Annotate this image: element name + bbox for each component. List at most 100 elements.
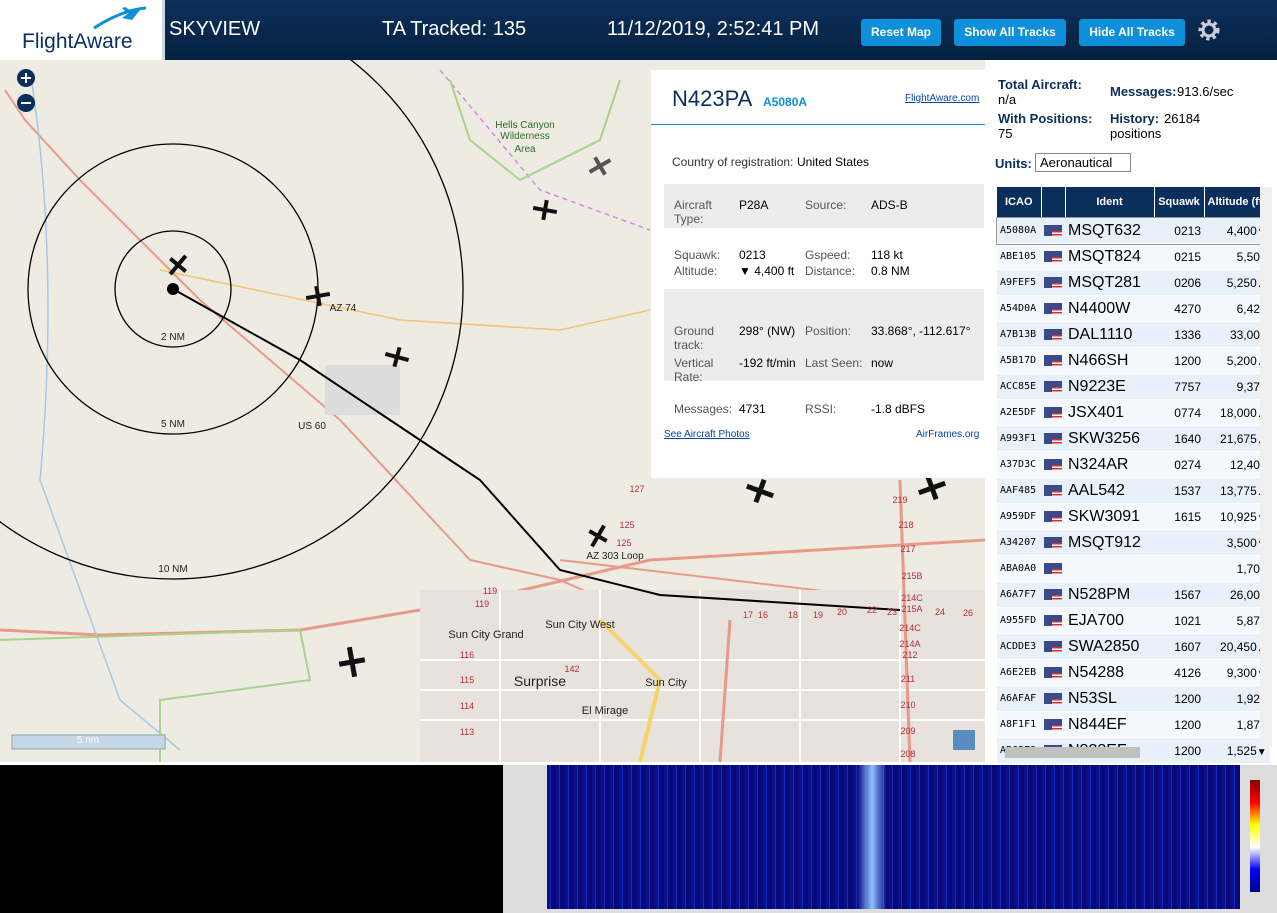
- map-label: 218: [898, 520, 913, 530]
- map-label: 119: [475, 599, 489, 609]
- reset-map-button[interactable]: Reset Map: [861, 19, 941, 46]
- spectrum-panel: [0, 765, 1277, 913]
- flag-cell: [1041, 373, 1065, 400]
- stat-label: With Positions:: [998, 111, 1093, 126]
- country-label: Country of registration:: [672, 155, 794, 169]
- map-label: 113: [460, 727, 474, 737]
- show-tracks-button[interactable]: Show All Tracks: [954, 19, 1066, 46]
- zoom-controls[interactable]: [17, 69, 35, 112]
- aircraft-row[interactable]: ACC85E N9223E 7757 9,375: [997, 373, 1270, 400]
- h-scrollbar[interactable]: [1005, 747, 1140, 758]
- altitude: 1,525: [1226, 743, 1257, 758]
- squawk-cell: 4126: [1154, 659, 1204, 686]
- hide-tracks-button[interactable]: Hide All Tracks: [1079, 19, 1185, 46]
- ident-cell: MSQT824: [1065, 243, 1154, 270]
- waterfall-left: [0, 765, 503, 913]
- aircraft-row[interactable]: A8F1F1 N844EF 1200 1,875: [997, 711, 1270, 738]
- map-label: 127: [629, 484, 644, 494]
- field-value: P28A: [739, 198, 769, 212]
- map-label: El Mirage: [582, 705, 628, 717]
- stat-label: Messages:: [1110, 84, 1177, 99]
- airframes-link[interactable]: AirFrames.org: [916, 429, 980, 440]
- column-header[interactable]: Altitude (ft): [1204, 187, 1271, 218]
- popup-link[interactable]: FlightAware.com: [905, 93, 980, 104]
- column-header[interactable]: ICAO: [997, 187, 1042, 218]
- aircraft-popup: N423PA A5080A FlightAware.com Country of…: [651, 70, 985, 478]
- aircraft-table: ICAO Ident Squawk Altitude (ft) A5080A MSQT6…: [996, 187, 1271, 764]
- field-value: 33.868°, -112.617°: [871, 324, 971, 338]
- ident-cell: EJA700: [1065, 607, 1154, 634]
- color-scale: [1250, 780, 1260, 892]
- icao-cell: ABA0A0: [997, 555, 1041, 582]
- flag-cell: [1041, 633, 1065, 660]
- scrollbar[interactable]: [1260, 187, 1272, 747]
- logo[interactable]: FlightAware: [0, 0, 165, 60]
- map-label: 208: [900, 749, 915, 759]
- map-label: 215B: [901, 571, 922, 581]
- info-button[interactable]: [953, 730, 975, 750]
- flag-cell: [1041, 529, 1065, 556]
- aircraft-row[interactable]: A955FD EJA700 1021 5,875: [997, 607, 1270, 634]
- aircraft-row[interactable]: A6AFAF N53SL 1200 1,925: [997, 685, 1270, 712]
- aircraft-row[interactable]: ABE105 MSQT824 0215 5,500: [997, 243, 1270, 270]
- scale-bar: [11, 734, 166, 750]
- map-label: 211: [901, 674, 915, 684]
- settings-icon[interactable]: [1197, 18, 1221, 42]
- header: FlightAware SKYVIEW TA Tracked: 135 11/1…: [0, 0, 1277, 60]
- squawk-cell: 1567: [1154, 581, 1204, 608]
- altitude-cell: 33,000: [1204, 321, 1270, 348]
- ident-cell: AAL542: [1065, 477, 1154, 504]
- squawk-cell: [1154, 529, 1204, 556]
- squawk-cell: 1615: [1154, 503, 1204, 530]
- map-label: 119: [483, 586, 497, 596]
- ident-cell: N9223E: [1065, 373, 1154, 400]
- flag-cell: [1041, 711, 1065, 738]
- squawk-cell: 0206: [1154, 269, 1204, 296]
- field-label: Gspeed:: [805, 248, 851, 262]
- field-label: Squawk:: [674, 248, 721, 262]
- range-rings: [0, 60, 464, 580]
- icao-cell: A8F1F1: [997, 711, 1041, 738]
- aircraft-row[interactable]: A7B13B DAL1110 1336 33,000: [997, 321, 1270, 348]
- stat-value: n/a: [998, 92, 1017, 107]
- ident-cell: N4400W: [1065, 295, 1154, 322]
- column-header[interactable]: Ident: [1065, 187, 1155, 218]
- logo-text: FlightAware: [22, 30, 133, 53]
- map-label: 209: [900, 726, 915, 736]
- icao-cell: A37D3C: [997, 451, 1041, 478]
- aircraft-row[interactable]: A37D3C N324AR 0274 12,400: [997, 451, 1270, 478]
- squawk-cell: 1200: [1154, 347, 1204, 374]
- logo-plane: [93, 6, 147, 30]
- altitude-cell: 1,525▼: [1204, 737, 1270, 764]
- country: United States: [797, 155, 870, 169]
- squawk-cell: 1537: [1154, 477, 1204, 504]
- map-label: Sun City: [645, 677, 687, 689]
- aircraft-row[interactable]: A54D0A N4400W 4270 6,425: [997, 295, 1270, 322]
- aircraft-row[interactable]: A6A7F7 N528PM 1567 26,000: [997, 581, 1270, 608]
- flag-cell: [1041, 503, 1065, 530]
- divider: [651, 124, 985, 125]
- map-label: 125: [619, 520, 634, 530]
- map-label: 219: [892, 495, 907, 505]
- aircraft-row[interactable]: ABA0A0 1,700: [997, 555, 1270, 582]
- aircraft-row[interactable]: A34207 MSQT912 3,500▼: [997, 529, 1270, 556]
- photos-link[interactable]: See Aircraft Photos: [664, 429, 750, 440]
- icao-cell: A2E5DF: [997, 399, 1041, 426]
- flag-cell: [1041, 581, 1065, 608]
- column-header[interactable]: Squawk: [1154, 187, 1205, 218]
- stat-value: 75: [998, 126, 1013, 141]
- map-label: 10 NM: [158, 564, 187, 575]
- stat-value: 913.6/sec: [1177, 84, 1234, 99]
- ident-cell: SKW3091: [1065, 503, 1154, 530]
- units-select[interactable]: Aeronautical: [1035, 153, 1131, 172]
- map-label: 19: [813, 610, 823, 620]
